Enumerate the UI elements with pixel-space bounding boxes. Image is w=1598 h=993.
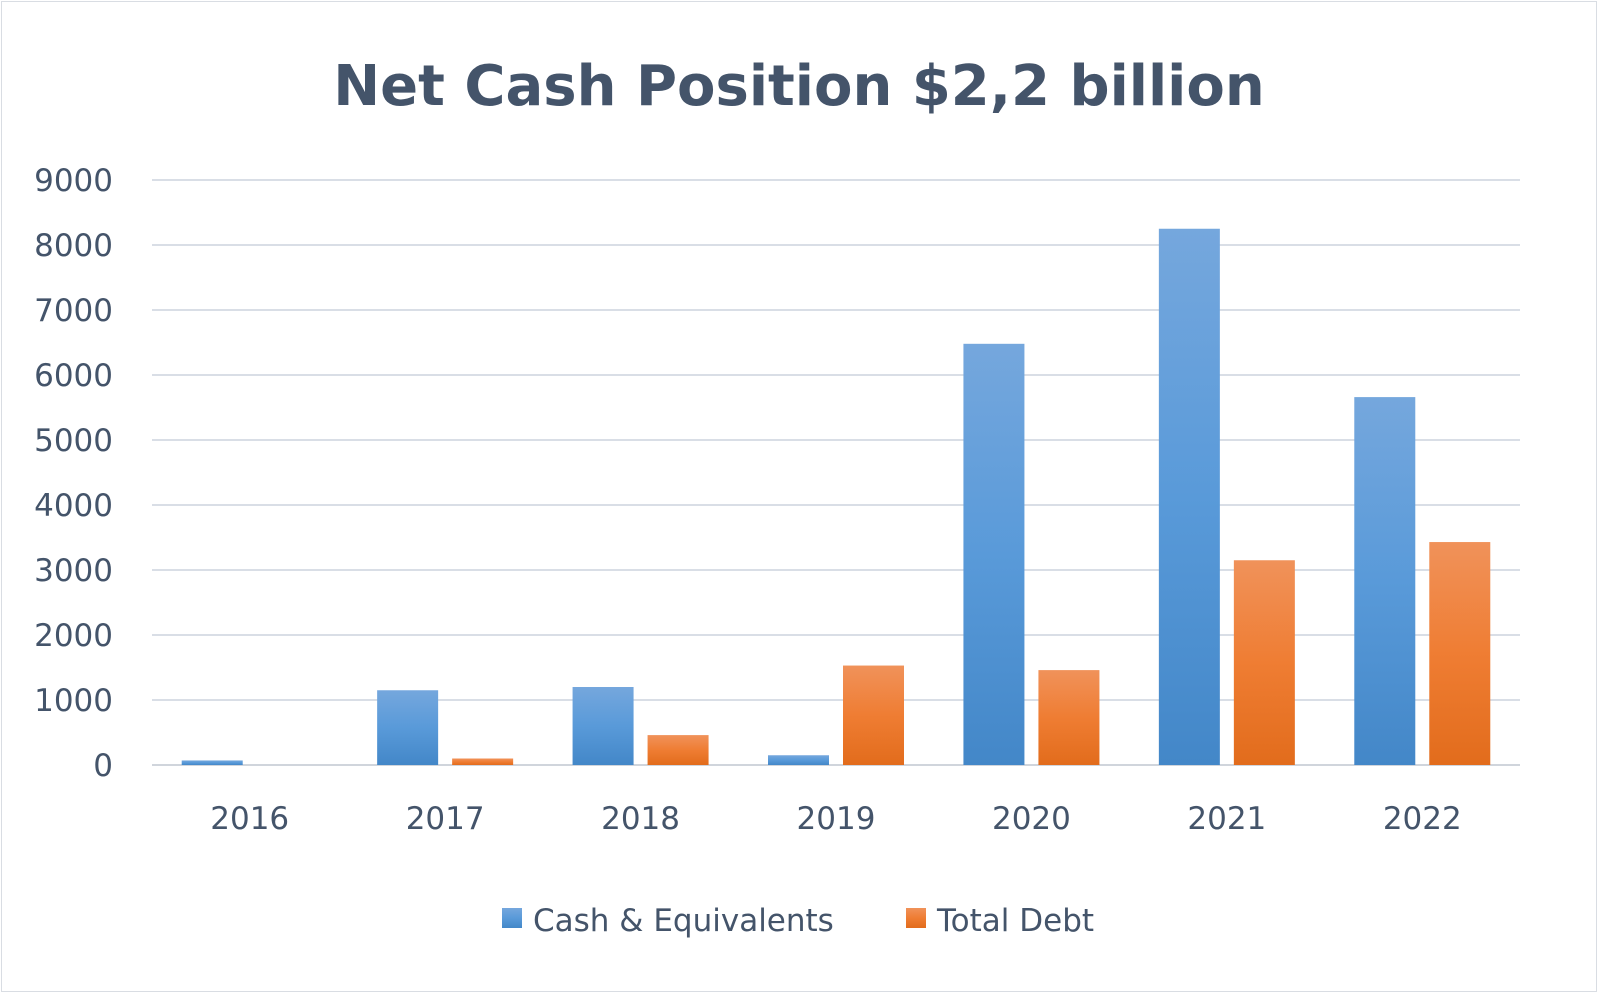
y-axis-ticks: 0 1000 2000 3000 4000 5000 6000 7000 8000 9000	[34, 163, 113, 784]
x-tick-label: 2022	[1383, 801, 1462, 837]
y-tick-label: 5000	[34, 423, 113, 459]
y-tick-label: 0	[93, 748, 113, 784]
legend: Cash & Equivalents Total Debt	[502, 903, 1094, 939]
y-tick-label: 3000	[34, 553, 113, 589]
x-tick-label: 2017	[406, 801, 485, 837]
y-tick-label: 9000	[34, 163, 113, 199]
bar-total-debt-2020	[1038, 670, 1100, 765]
y-tick-label: 1000	[34, 683, 113, 719]
bar-total-debt-2022	[1429, 542, 1491, 765]
x-tick-label: 2021	[1187, 801, 1266, 837]
x-tick-label: 2020	[992, 801, 1071, 837]
bar-total-debt-2018	[647, 735, 709, 765]
x-tick-label: 2016	[210, 801, 289, 837]
y-tick-label: 4000	[34, 488, 113, 524]
bar-total-debt-2019	[843, 665, 904, 765]
legend-label-cash-equivalents: Cash & Equivalents	[533, 903, 834, 939]
bar-cash-equivalents-2017	[377, 690, 439, 765]
y-tick-label: 6000	[34, 358, 113, 394]
bar-cash-equivalents-2021	[1158, 228, 1220, 765]
x-axis-ticks: 2016 2017 2018 2019 2020 2021 2022	[210, 801, 1461, 837]
bar-cash-equivalents-2016	[181, 760, 243, 765]
bar-cash-equivalents-2020	[963, 343, 1025, 765]
bar-total-debt-2021	[1233, 560, 1295, 765]
legend-swatch-cash-equivalents	[502, 908, 522, 928]
bars	[181, 228, 1491, 765]
bar-cash-equivalents-2018	[572, 687, 634, 765]
y-tick-label: 8000	[34, 228, 113, 264]
y-tick-label: 2000	[34, 618, 113, 654]
y-tick-label: 7000	[34, 293, 113, 329]
bar-cash-equivalents-2022	[1354, 397, 1416, 765]
chart-title: Net Cash Position $2,2 billion	[333, 54, 1264, 119]
x-tick-label: 2019	[797, 801, 876, 837]
bar-cash-equivalents-2019	[768, 755, 829, 765]
x-tick-label: 2018	[601, 801, 680, 837]
gridlines	[152, 179, 1520, 766]
legend-swatch-total-debt	[906, 908, 926, 928]
bar-total-debt-2017	[452, 758, 514, 765]
legend-label-total-debt: Total Debt	[936, 903, 1094, 939]
